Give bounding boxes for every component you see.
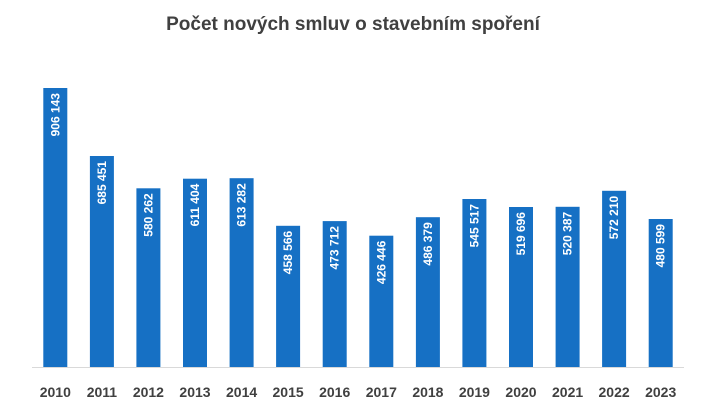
x-tick-2015: 2015 bbox=[273, 384, 304, 400]
chart-title: Počet nových smluv o stavebním spoření bbox=[166, 14, 540, 35]
data-label-2021: 520 387 bbox=[561, 211, 575, 255]
bar-2011 bbox=[89, 156, 114, 367]
x-tick-2012: 2012 bbox=[133, 384, 164, 400]
bar-2021 bbox=[555, 206, 580, 367]
bar-2010 bbox=[43, 88, 68, 367]
x-tick-2010: 2010 bbox=[40, 384, 71, 400]
bar-2018 bbox=[415, 217, 440, 367]
x-tick-2022: 2022 bbox=[599, 384, 630, 400]
data-label-2017: 426 446 bbox=[374, 240, 388, 284]
data-label-2012: 580 262 bbox=[141, 193, 155, 237]
data-label-2016: 473 712 bbox=[328, 226, 342, 270]
data-label-2014: 613 282 bbox=[235, 183, 249, 227]
data-label-2018: 486 379 bbox=[421, 222, 435, 266]
bar-2016 bbox=[322, 221, 347, 367]
x-tick-2017: 2017 bbox=[366, 384, 397, 400]
x-tick-2021: 2021 bbox=[552, 384, 583, 400]
x-tick-2016: 2016 bbox=[319, 384, 350, 400]
bar-2022 bbox=[602, 190, 627, 367]
x-tick-2013: 2013 bbox=[179, 384, 210, 400]
x-tick-2018: 2018 bbox=[412, 384, 443, 400]
data-label-2020: 519 696 bbox=[514, 212, 528, 256]
bar-2017 bbox=[369, 235, 394, 367]
bar-2014 bbox=[229, 178, 254, 367]
bar-2023 bbox=[648, 219, 673, 367]
x-tick-2011: 2011 bbox=[87, 384, 118, 400]
x-tick-2020: 2020 bbox=[505, 384, 536, 400]
bar-2012 bbox=[136, 188, 161, 367]
bar-2019 bbox=[462, 199, 487, 367]
bar-2013 bbox=[183, 178, 207, 367]
data-label-2022: 572 210 bbox=[607, 195, 621, 239]
data-label-2013: 611 404 bbox=[188, 183, 202, 226]
x-tick-2014: 2014 bbox=[226, 384, 257, 400]
data-label-2015: 458 566 bbox=[281, 230, 295, 274]
data-label-2011: 685 451 bbox=[95, 161, 109, 205]
x-tick-2019: 2019 bbox=[459, 384, 490, 400]
data-label-2019: 545 517 bbox=[467, 204, 481, 248]
data-label-2023: 480 599 bbox=[654, 224, 668, 268]
bar-2015 bbox=[276, 225, 301, 367]
bar-2020 bbox=[509, 207, 533, 367]
data-label-2010: 906 143 bbox=[48, 93, 62, 137]
x-tick-2023: 2023 bbox=[645, 384, 676, 400]
